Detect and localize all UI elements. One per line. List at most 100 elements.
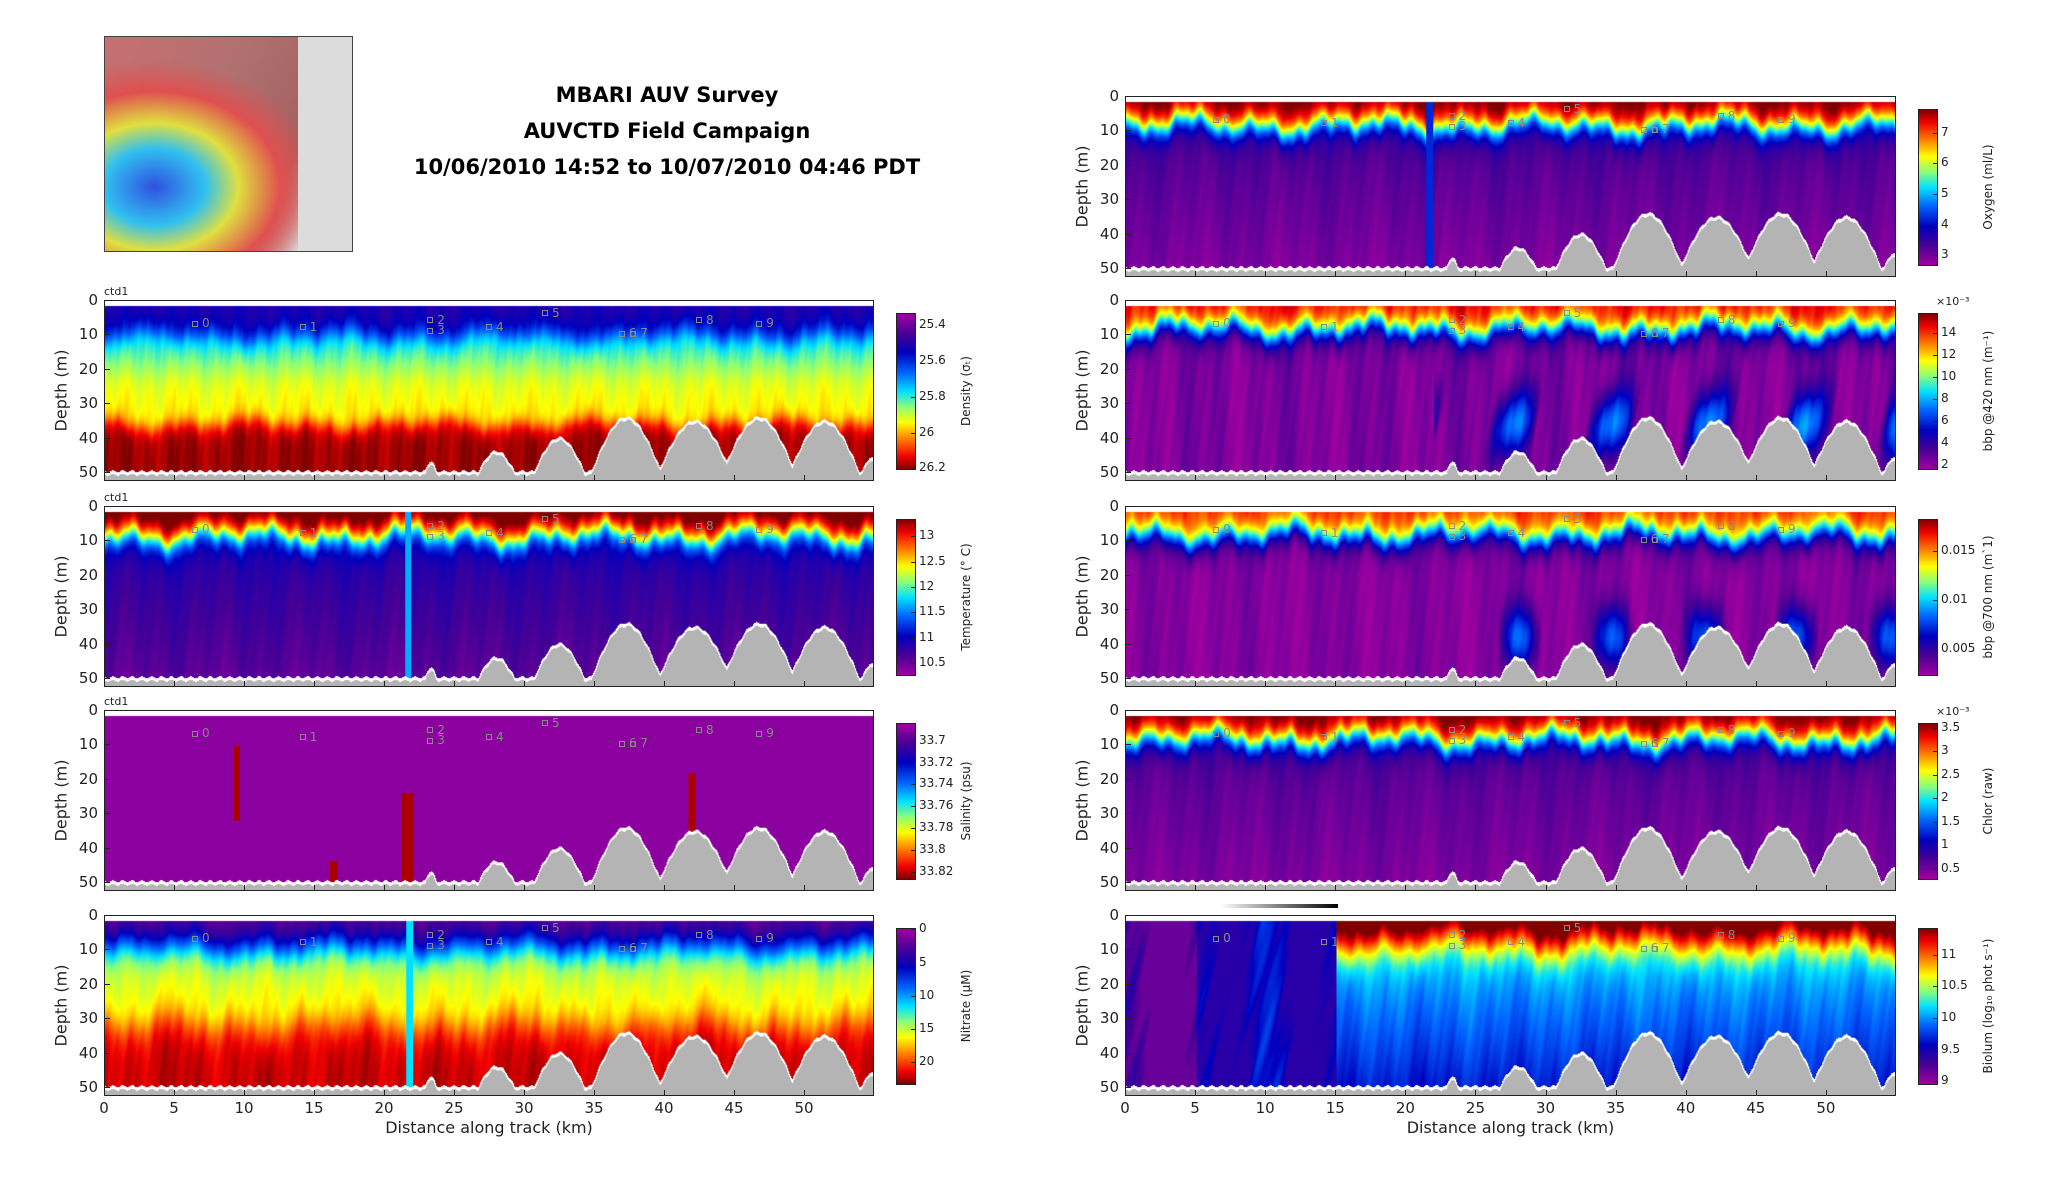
waypoint-label: 9: [1788, 316, 1796, 331]
temperature-heatmap: [105, 507, 873, 686]
colorbar-tick: [1933, 224, 1938, 226]
colorbar-tick: [911, 740, 916, 742]
xtick: [1125, 1090, 1126, 1096]
waypoint-label: 3: [437, 529, 445, 544]
waypoint-square-icon: [1563, 310, 1570, 317]
colorbar-tick-label: 33.78: [919, 820, 954, 835]
waypoint-label: 8: [1727, 927, 1736, 942]
xtick: [1825, 271, 1827, 277]
waypoint-marker: 5: [1563, 306, 1581, 320]
ytick-label: 10: [1099, 325, 1119, 344]
colorbar-label: bbp @700 nm (m`1): [1981, 534, 1995, 659]
waypoint-square-icon: [1507, 120, 1514, 127]
xtick: [594, 1090, 595, 1096]
waypoint-label: 3: [437, 938, 445, 953]
colorbar-tick: [1933, 986, 1938, 988]
waypoint-marker: 2: [1448, 519, 1466, 533]
waypoint-square-icon: [1651, 740, 1658, 747]
waypoint-marker: 7: [1651, 532, 1670, 546]
plot-salinity: [104, 710, 874, 891]
xtick: [454, 681, 455, 687]
ytick-label: 20: [1099, 155, 1119, 174]
colorbar-tick: [1933, 132, 1938, 134]
ytick-label: 40: [1099, 838, 1119, 857]
xtick: [1405, 885, 1407, 891]
ytick-label: 30: [78, 600, 98, 619]
colorbar-tick-label: 25.8: [919, 388, 946, 403]
waypoint-label: 2: [1458, 722, 1467, 737]
colorbar-label: Chlor (raw): [1981, 767, 1995, 834]
waypoint-square-icon: [1448, 317, 1455, 324]
oxygen-colorbar: [1918, 109, 1938, 266]
waypoint-square-icon: [1651, 126, 1658, 133]
ytick-label: 0: [88, 497, 98, 515]
waypoint-marker: 2: [1448, 313, 1466, 327]
colorbar-tick-label: 20: [919, 1054, 935, 1069]
waypoint-square-icon: [1717, 932, 1724, 939]
xtick: [1405, 271, 1407, 277]
colorbar-tick: [911, 1029, 916, 1031]
ytick-label: 40: [1099, 224, 1119, 243]
colorbar-tick: [1933, 376, 1938, 378]
ytick: [104, 300, 110, 301]
waypoint-label: 0: [1223, 522, 1231, 537]
waypoint-marker: 7: [630, 736, 648, 750]
temperature-colorbar: [896, 519, 916, 676]
xtick: [734, 1090, 735, 1096]
colorbar-tick: [911, 1062, 916, 1064]
xtick: [384, 681, 385, 687]
xtick-label: 0: [99, 1099, 109, 1117]
waypoint-marker: 4: [486, 730, 504, 744]
waypoint-marker: 8: [1717, 313, 1735, 327]
waypoint-square-icon: [1448, 123, 1455, 130]
waypoint-label: 8: [1727, 108, 1736, 123]
colorbar-tick-label: 4: [1941, 216, 1949, 231]
xtick-label: 10: [234, 1099, 254, 1117]
xtick: [1685, 1090, 1687, 1096]
xtick: [314, 885, 315, 891]
ytick-label: 50: [78, 463, 98, 482]
nitrate-colorbar: [896, 928, 916, 1085]
xtick: [1265, 475, 1267, 481]
xtick: [734, 885, 735, 891]
waypoint-label: 6: [629, 532, 637, 547]
waypoint-square-icon: [486, 324, 492, 331]
xtick: [384, 475, 385, 481]
xtick-label: 40: [1676, 1099, 1696, 1117]
plot-biolum: [1125, 915, 1896, 1096]
ytick: [104, 710, 110, 711]
colorbar-tick: [911, 361, 916, 363]
ytick: [1125, 472, 1131, 474]
ytick-label: 20: [1099, 769, 1119, 788]
plot-temperature: [104, 506, 874, 687]
xtick-label: 50: [794, 1099, 814, 1117]
xtick: [594, 885, 595, 891]
waypoint-label: 4: [1517, 934, 1526, 949]
ytick: [1125, 574, 1131, 576]
colorbar-label: Nitrate (μM): [959, 969, 973, 1042]
ytick-label: 10: [78, 325, 98, 344]
waypoint-label: 4: [496, 319, 504, 334]
ytick-label: 50: [1099, 669, 1119, 688]
colorbar-tick-label: 6: [1941, 412, 1949, 427]
waypoint-marker: 6: [619, 941, 637, 955]
waypoint-marker: 1: [299, 934, 318, 949]
colorbar-tick: [1933, 255, 1938, 257]
waypoint-label: 3: [1458, 529, 1467, 544]
waypoint-marker: 5: [542, 512, 560, 526]
colorbar-tick-label: 14: [1941, 324, 1957, 339]
waypoint-marker: 5: [542, 921, 560, 935]
waypoint-square-icon: [1507, 324, 1514, 331]
ytick-label: 30: [1099, 804, 1119, 823]
xtick: [1755, 681, 1757, 687]
waypoint-label: 8: [706, 518, 714, 533]
waypoint-label: 1: [309, 934, 318, 949]
waypoint-label: 0: [1223, 726, 1231, 741]
ytick-label: 50: [1099, 463, 1119, 482]
waypoint-marker: 3: [1448, 119, 1466, 133]
waypoint-marker: 4: [1507, 934, 1526, 949]
ytick: [104, 778, 110, 780]
waypoint-marker: 0: [1213, 112, 1231, 126]
waypoint-square-icon: [696, 317, 702, 324]
waypoint-label: 3: [1458, 938, 1467, 953]
